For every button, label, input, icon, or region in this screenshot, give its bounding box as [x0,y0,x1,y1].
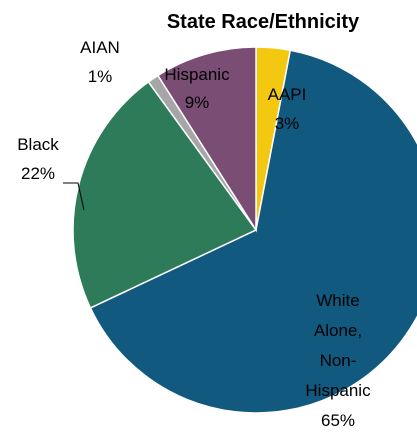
aian-label-value: 1% [88,67,113,86]
black-label-name: Black [17,135,59,154]
aapi-label-value: 3% [275,114,300,133]
pie-slice-hispanic [156,46,257,233]
white-label-line-1: White [316,291,359,310]
white-label-line-2: Alone, [314,321,362,340]
pie-slices [72,46,417,414]
white-label-value: 65% [321,411,355,430]
aapi-label-name: AAPI [268,85,307,104]
black-leader-line [63,182,85,211]
aian-label-name: AIAN [80,38,120,57]
black-label-value: 22% [21,164,55,183]
white-label-line-4: Hispanic [305,381,371,400]
white-label-line-3: Non- [320,351,357,370]
hispanic-label-name: Hispanic [164,65,230,84]
chart-title: State Race/Ethnicity [167,11,360,33]
hispanic-label-value: 9% [185,93,210,112]
